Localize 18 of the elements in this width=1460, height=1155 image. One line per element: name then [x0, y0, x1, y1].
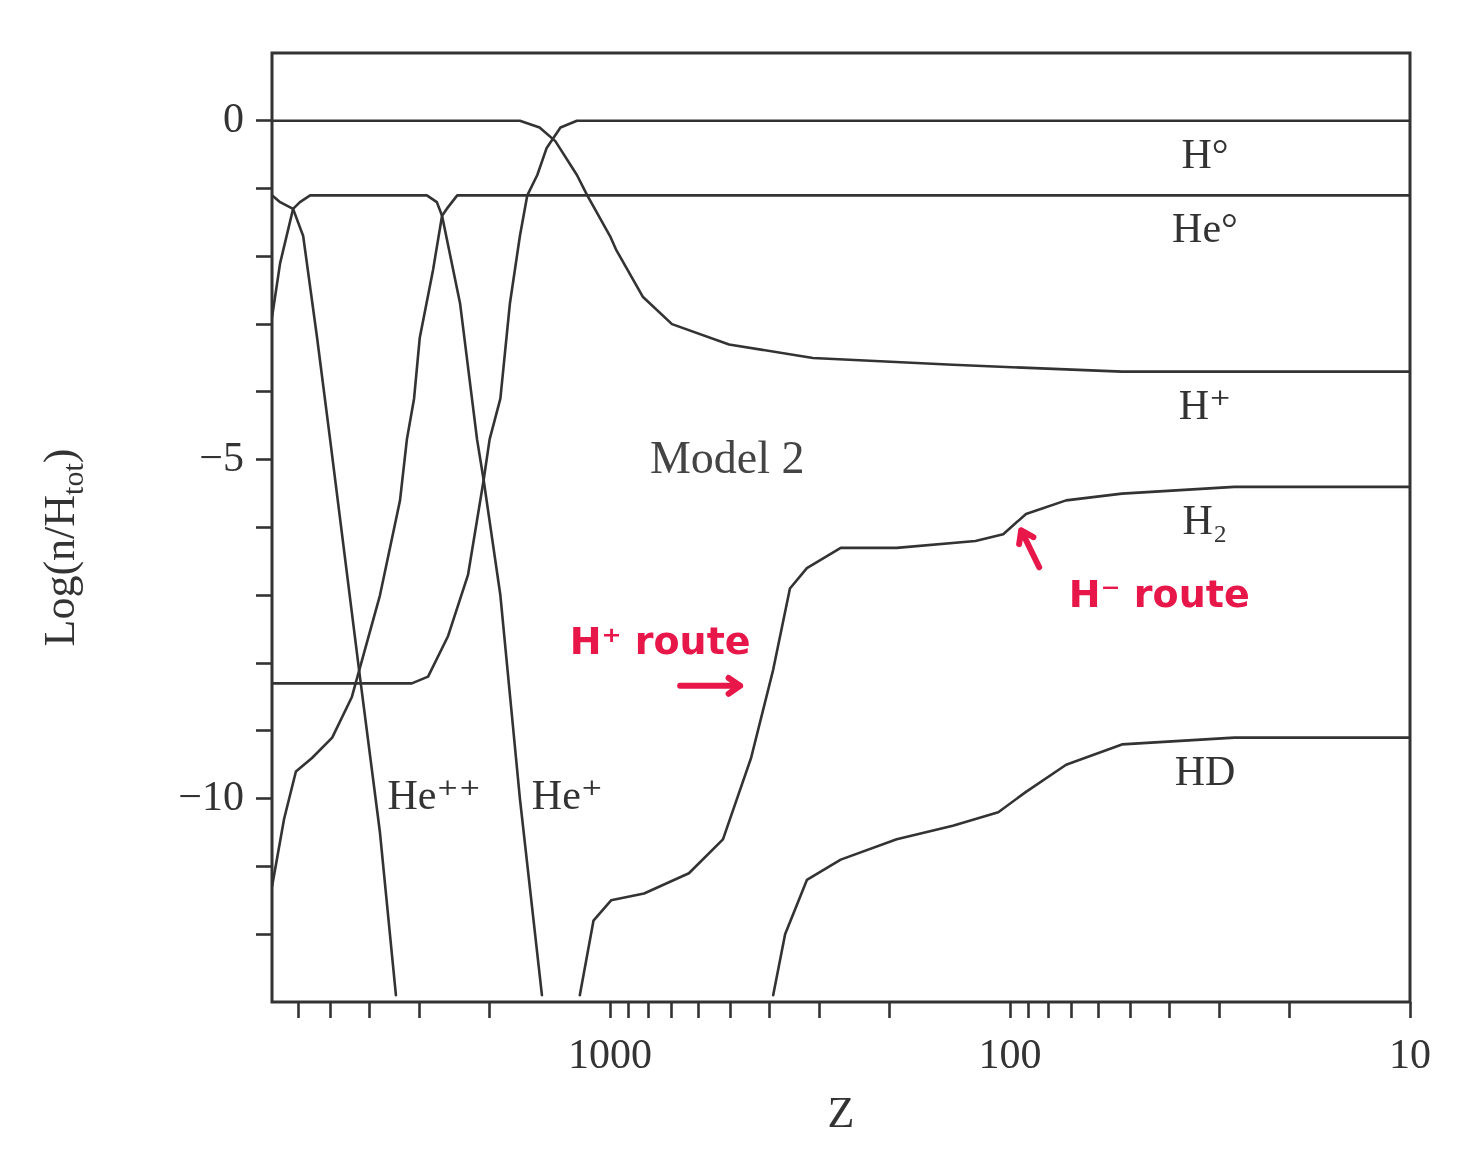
y-tick-label: −10 — [178, 772, 244, 819]
x-tick-label: 10 — [1389, 1031, 1431, 1078]
annotation: Model 2 — [649, 432, 805, 484]
series-label: H° — [1181, 130, 1229, 177]
annotation: H⁺ route — [569, 618, 751, 663]
y-tick-label: −5 — [199, 433, 244, 480]
x-tick-label: 1000 — [568, 1031, 653, 1078]
series-label: He⁺⁺ — [387, 772, 481, 818]
series-label: He° — [1172, 205, 1238, 252]
annotation: H⁻ route — [1068, 572, 1250, 617]
series-label: HD — [1174, 747, 1236, 794]
y-tick-label: 0 — [223, 94, 244, 141]
x-tick-label: 100 — [978, 1031, 1042, 1078]
series-label: He⁺ — [531, 772, 603, 818]
y-axis-title: Log(n/Htot) — [34, 448, 90, 647]
x-axis-title: Z — [827, 1087, 855, 1137]
series-label: H₂ — [1182, 496, 1228, 543]
series-label: H⁺ — [1178, 381, 1232, 428]
